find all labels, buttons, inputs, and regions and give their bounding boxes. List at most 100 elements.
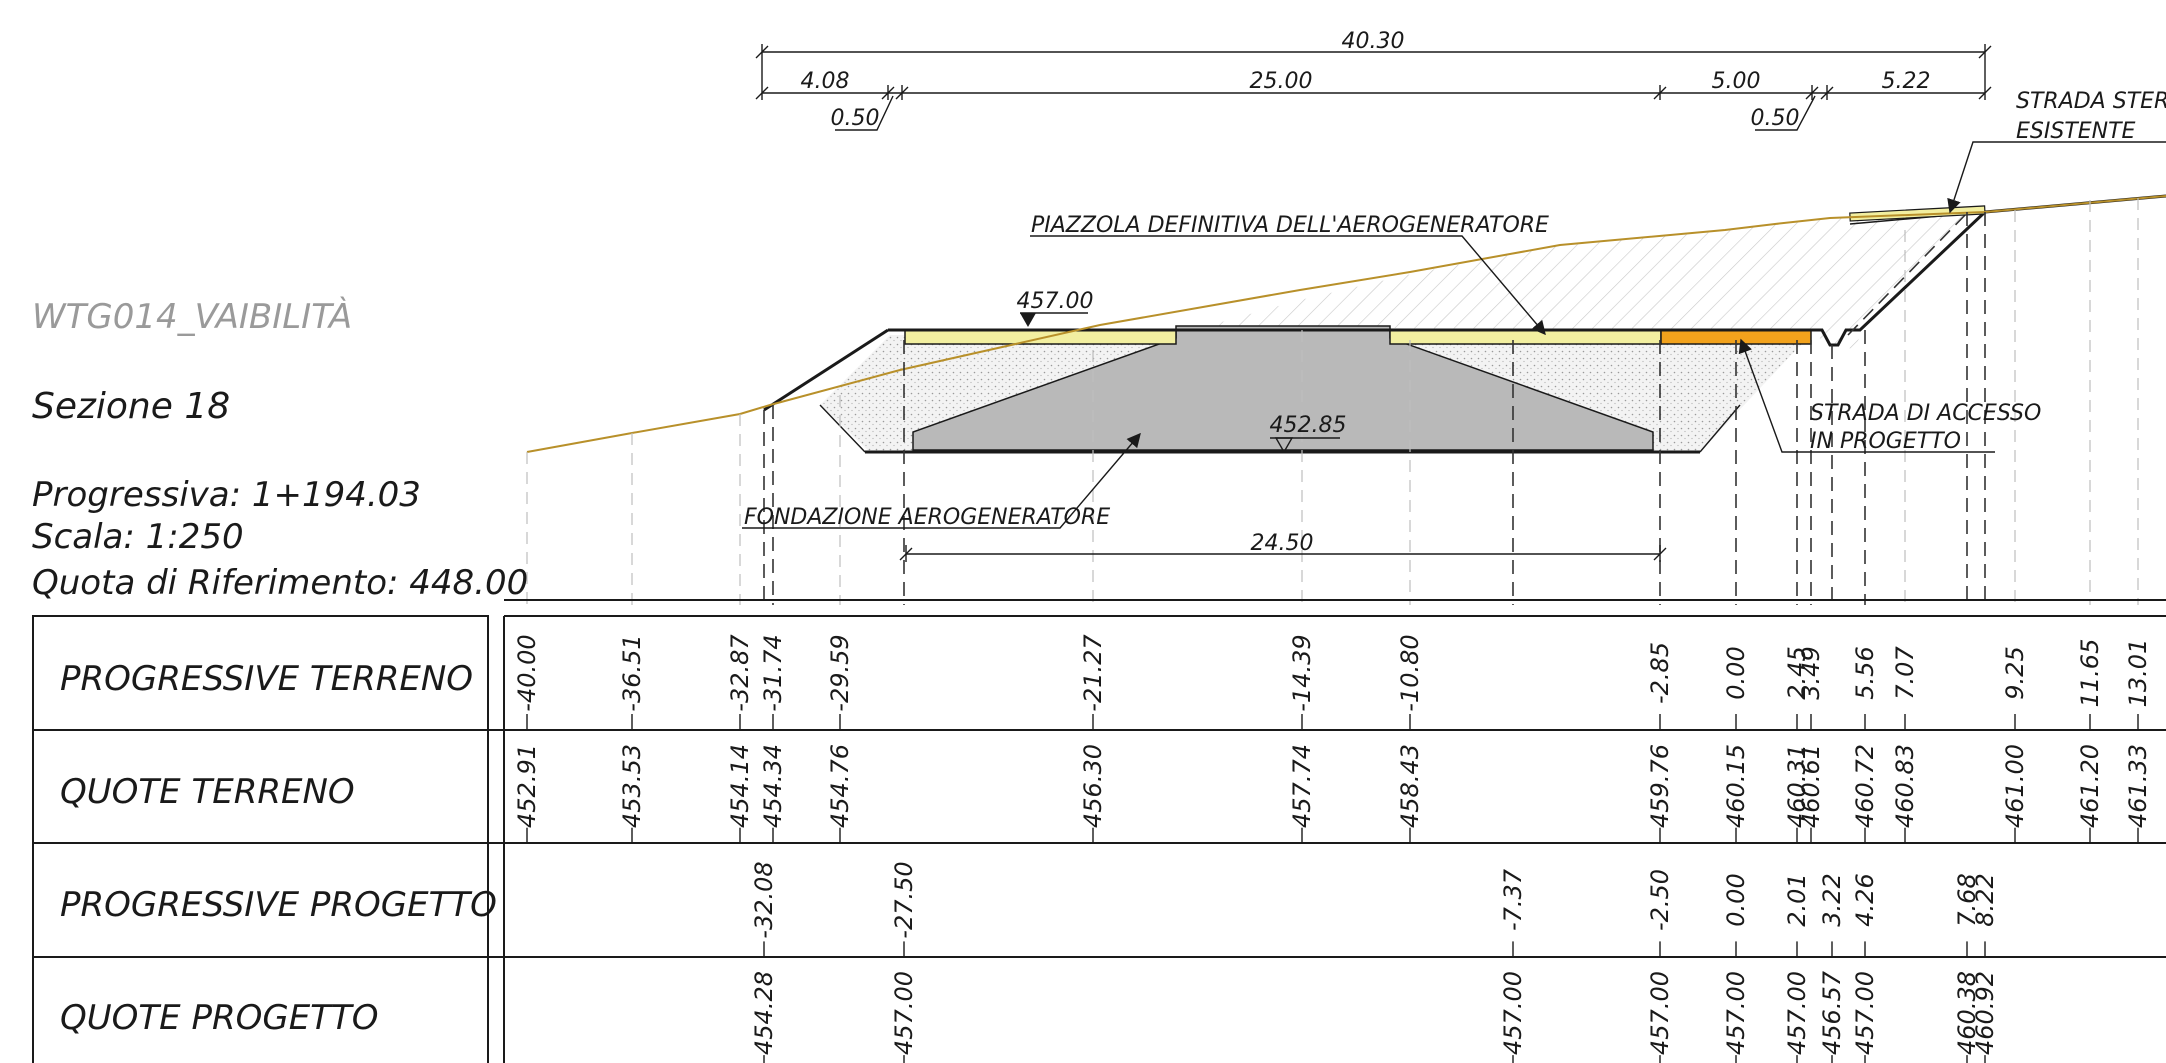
dim-0-50-right: 0.50 (1751, 106, 1800, 131)
table-cell-progressive-terreno: 11.65 (2076, 639, 2104, 708)
table-cell-progressive-terreno: 2.45 (1783, 646, 1811, 699)
leader-strada-accesso (1738, 338, 1995, 453)
table-cell-quote-terreno: 460.72 (1851, 744, 1879, 828)
table-cell-progressive-terreno: -31.74 (759, 634, 787, 711)
elev-452-85-marker (1274, 437, 1294, 454)
label-strada-accesso-1: STRADA DI ACCESSO (1810, 401, 2041, 426)
platform-pavement-left (904, 329, 1177, 345)
section-number: Sezione 18 (32, 386, 230, 427)
elev-457: 457.00 (1017, 289, 1094, 314)
table-cell-quote-terreno: 458.43 (1396, 744, 1424, 828)
table-cell-progressive-progetto: -7.37 (1499, 868, 1527, 931)
table-cell-progressive-terreno: 0.00 (1722, 646, 1750, 699)
dim-5-22: 5.22 (1882, 69, 1931, 94)
foundation-width-dimension: 24.50 (899, 531, 1667, 562)
dim-24-50: 24.50 (1251, 531, 1314, 556)
table-cell-progressive-terreno: -14.39 (1288, 634, 1316, 711)
table-cell-progressive-terreno: 3.49 (1797, 646, 1825, 699)
table-cell-progressive-terreno: -2.85 (1646, 642, 1674, 704)
table-cell-quote-progetto: 460.92 (1971, 971, 1999, 1055)
ditch-and-cut-slope (1811, 210, 1987, 347)
table-cell-quote-progetto: 457.00 (1646, 971, 1674, 1055)
table-cell-quote-progetto: 457.00 (1722, 971, 1750, 1055)
platform-pavement-right (1389, 329, 1662, 345)
table-cell-quote-terreno: 454.14 (726, 744, 754, 828)
table-cell-progressive-progetto: 4.26 (1851, 873, 1879, 926)
table-cell-progressive-progetto: -32.08 (750, 861, 778, 938)
cut-area (1200, 212, 1985, 350)
table-cell-quote-terreno: 461.00 (2001, 744, 2029, 828)
table-values: -40.00 -36.51 -32.87 -31.74 -29.59 -21.27 -14.… (513, 634, 2152, 1063)
row-title-progressive-progetto: PROGRESSIVE PROGETTO (60, 885, 497, 925)
dim-25-00: 25.00 (1250, 69, 1313, 94)
row-title-quote-progetto: QUOTE PROGETTO (60, 998, 378, 1038)
table-cell-quote-terreno: 460.31 (1783, 744, 1811, 828)
leader-strada-sterrata (1947, 141, 2166, 214)
table-cell-quote-terreno: 460.61 (1797, 744, 1825, 828)
table-cell-quote-progetto: 457.00 (1783, 971, 1811, 1055)
table-cell-progressive-progetto: 8.22 (1971, 873, 1999, 926)
table-cell-quote-terreno: 453.53 (618, 744, 646, 828)
table-cell-progressive-terreno: -36.51 (618, 634, 646, 711)
label-piazzola: PIAZZOLA DEFINITIVA DELL'AEROGENERATORE (1031, 213, 1549, 238)
fill-slope-lower (819, 404, 866, 453)
dim-0-50-left: 0.50 (831, 106, 880, 131)
wind-turbine-foundation (912, 325, 1654, 451)
dim-5-00: 5.00 (1712, 69, 1761, 94)
table-cell-quote-terreno: 452.91 (513, 744, 541, 828)
dim-4-08: 4.08 (801, 69, 850, 94)
profile-table (32, 599, 2166, 1063)
table-cell-progressive-terreno: 7.07 (1891, 646, 1919, 700)
table-cell-progressive-terreno: -29.59 (826, 634, 854, 711)
table-cell-quote-progetto: 457.00 (1851, 971, 1879, 1055)
embankment-slope (763, 328, 889, 412)
label-strada-sterrata-2: ESISTENTE (2016, 119, 2136, 144)
table-cell-progressive-progetto: 7.68 (1953, 873, 1981, 926)
leader-fondazione (742, 432, 1141, 529)
table-cell-progressive-terreno: -40.00 (513, 634, 541, 711)
table-cell-progressive-progetto: 3.22 (1818, 873, 1846, 926)
table-cell-quote-progetto: 460.38 (1953, 971, 1981, 1055)
row-title-progressive-terreno: PROGRESSIVE TERRENO (60, 659, 473, 699)
table-cell-quote-terreno: 460.83 (1891, 744, 1919, 828)
elev-457-marker (1020, 313, 1036, 327)
dimension-chain: 40.30 4.08 25.00 5.00 5.22 0.50 0.50 (755, 29, 1992, 131)
table-cell-quote-progetto: 454.28 (750, 971, 778, 1055)
table-cell-quote-terreno: 454.34 (759, 744, 787, 828)
table-cell-quote-terreno: 456.30 (1079, 744, 1107, 828)
table-cell-quote-terreno: 454.76 (826, 744, 854, 828)
table-cell-quote-progetto: 457.00 (1499, 971, 1527, 1055)
table-cell-quote-terreno: 461.20 (2076, 744, 2104, 828)
profile-guides (526, 198, 2139, 605)
progressiva: Progressiva: 1+194.03 (32, 475, 421, 515)
dim-total: 40.30 (1342, 29, 1405, 54)
table-cell-progressive-terreno: -21.27 (1079, 634, 1107, 712)
cut-slope-dashed (1847, 211, 1969, 336)
terrain-profile (526, 195, 2166, 453)
section-name: WTG014_VAIBILITÀ (32, 296, 352, 337)
fill-slope-right (1699, 404, 1741, 453)
table-cell-quote-progetto: 456.57 (1818, 970, 1846, 1055)
table-cell-progressive-terreno: 9.25 (2001, 646, 2029, 699)
label-strada-accesso-2: IN PROGETTO (1810, 429, 1961, 454)
table-cell-quote-terreno: 460.15 (1722, 744, 1750, 828)
row-title-quote-terreno: QUOTE TERRENO (60, 772, 355, 812)
table-cell-quote-terreno: 457.74 (1288, 744, 1316, 828)
reference-elevation: Quota di Riferimento: 448.00 (32, 563, 528, 603)
table-cell-progressive-progetto: 0.00 (1722, 873, 1750, 926)
table-cell-progressive-progetto: -2.50 (1646, 869, 1674, 931)
table-cell-quote-terreno: 459.76 (1646, 744, 1674, 828)
table-cell-quote-terreno: 461.33 (2124, 744, 2152, 828)
scale: Scala: 1:250 (32, 517, 244, 557)
label-fondazione: FONDAZIONE AEROGENERATORE (744, 505, 1110, 530)
table-cell-progressive-terreno: -32.87 (726, 634, 754, 712)
leader-piazzola (1030, 235, 1546, 336)
table-cell-progressive-progetto: 2.01 (1783, 873, 1811, 926)
table-cell-progressive-terreno: 13.01 (2124, 639, 2152, 708)
table-cell-quote-progetto: 457.00 (890, 971, 918, 1055)
elev-452-85: 452.85 (1270, 413, 1347, 438)
table-cell-progressive-terreno: 5.56 (1851, 646, 1879, 699)
table-cell-progressive-terreno: -10.80 (1396, 634, 1424, 711)
label-strada-sterrata-1: STRADA STERRATA (2016, 89, 2166, 114)
